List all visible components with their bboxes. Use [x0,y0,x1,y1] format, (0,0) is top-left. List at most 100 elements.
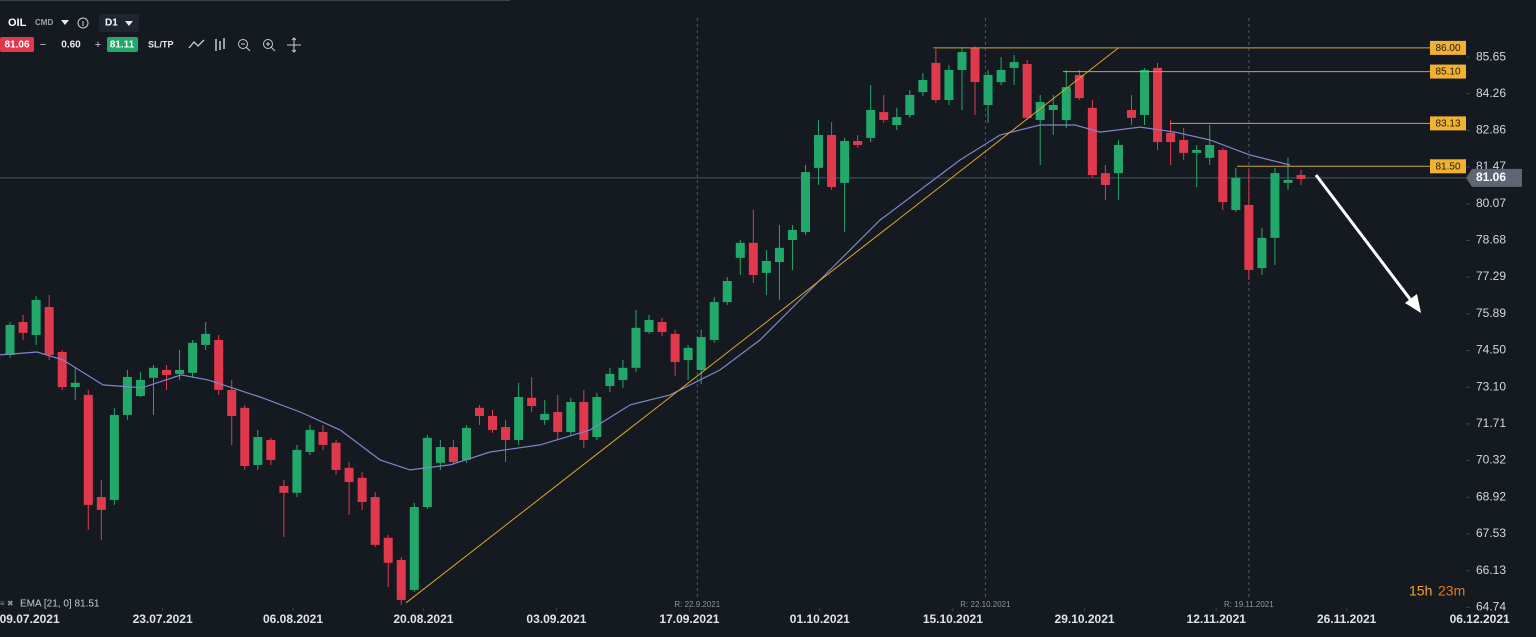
candle-body [983,74,993,105]
ask-price[interactable]: 81.11 [110,40,135,51]
candle-body [735,242,745,258]
candle-body [188,342,198,373]
level-label-box [1430,116,1466,131]
candle-body [279,485,289,493]
info-icon[interactable] [77,17,89,29]
x-tick-label: 20.08.2021 [393,612,453,626]
candle-body [709,302,719,340]
candle-body [800,172,810,233]
candle-body [488,415,498,430]
candle-body [657,322,667,333]
candle-body [96,497,106,510]
level-label: 81.50 [1435,161,1460,172]
x-tick-label: 15.10.2021 [923,612,983,626]
arrow-head [1405,294,1421,313]
zoom-in-handle [266,42,276,52]
candle-body [227,389,237,416]
candle-body [1087,107,1097,175]
candle-body [331,442,341,470]
y-tick-label: 71.71 [1476,416,1506,430]
level-label-box [1430,40,1466,55]
level-label-box [1430,64,1466,79]
candle-body [435,447,445,463]
candle-body [318,432,328,445]
symbol[interactable]: OIL [8,17,27,29]
candle-body [1126,109,1136,118]
candle-body [853,141,863,145]
candle-body [1035,102,1045,120]
last-price-label: 81.06 [1476,170,1506,184]
candle-body [1257,237,1267,269]
candle-body [461,427,471,460]
sltp-button[interactable]: SL/TP [148,39,174,49]
x-tick-label: 12.11.2021 [1187,612,1247,626]
candle-body [618,367,628,380]
candle-body [1283,179,1293,183]
bid-price[interactable]: 81.06 [4,40,29,51]
candle-body [1113,144,1123,174]
candle-body [396,559,406,600]
zoom-in-icon[interactable] [263,39,273,49]
candle-body [448,447,458,463]
timeframe[interactable]: D1 [105,18,118,29]
candle-body [240,407,250,466]
pan-icon[interactable] [287,37,301,53]
countdown-minutes: 23m [1438,583,1465,599]
candle-body [409,507,419,590]
y-tick-label: 70.32 [1476,453,1506,467]
y-tick-label: 73.10 [1476,379,1506,393]
level-label: 83.13 [1435,119,1460,130]
candle-body [553,412,563,433]
candle-body [696,337,706,370]
dropdown-icon[interactable] [125,21,133,26]
candle-body [631,327,641,368]
candle-body [305,429,315,453]
marker-label: R: 22.10.2021 [960,600,1011,609]
candle-body [1153,67,1163,143]
x-tick-label: 03.09.2021 [526,612,586,626]
minus-icon[interactable]: − [40,39,46,51]
zoom-out-icon[interactable] [238,39,248,49]
y-tick-label: 80.07 [1476,196,1506,210]
candle-body [1061,87,1071,120]
timeframe-box[interactable] [99,14,139,32]
candle-body [109,414,119,500]
candle-body [344,467,354,483]
candle-body [683,347,693,360]
candle-body [148,367,158,378]
candle-body [514,397,524,440]
candle-body [1140,69,1150,115]
y-tick-label: 75.89 [1476,306,1506,320]
candle-body [31,299,41,335]
y-tick-label: 66.13 [1476,563,1506,577]
y-tick-label: 82.86 [1476,123,1506,137]
candle-body [201,333,211,345]
marker-label: R: 19.11.2021 [1224,600,1274,609]
indicator-icons[interactable]: ≡ ✖ [0,599,14,608]
candle-body [644,319,654,333]
buy-button[interactable] [107,37,138,52]
candle-body [292,449,302,493]
dropdown-icon[interactable] [61,20,69,25]
arrow-shaft [1314,174,1415,304]
candle-body [722,281,732,303]
x-tick-label: 06.08.2021 [263,612,323,626]
market: CMD [35,18,53,27]
candle-body [918,79,928,93]
candle-body [1231,177,1241,210]
candle-body [931,62,941,100]
ema-line [0,124,1291,471]
forecast-arrow [1314,174,1421,313]
candle-body [892,117,902,125]
candle-body [57,352,67,388]
line-chart-icon[interactable] [188,39,205,49]
sell-button[interactable] [0,37,34,52]
candle-body [814,134,824,168]
candle-icon[interactable] [215,38,225,51]
plus-icon[interactable]: + [95,39,101,51]
candle-body [1048,104,1058,110]
indicator-label[interactable]: EMA [21, 0] 81.51 [20,599,100,610]
